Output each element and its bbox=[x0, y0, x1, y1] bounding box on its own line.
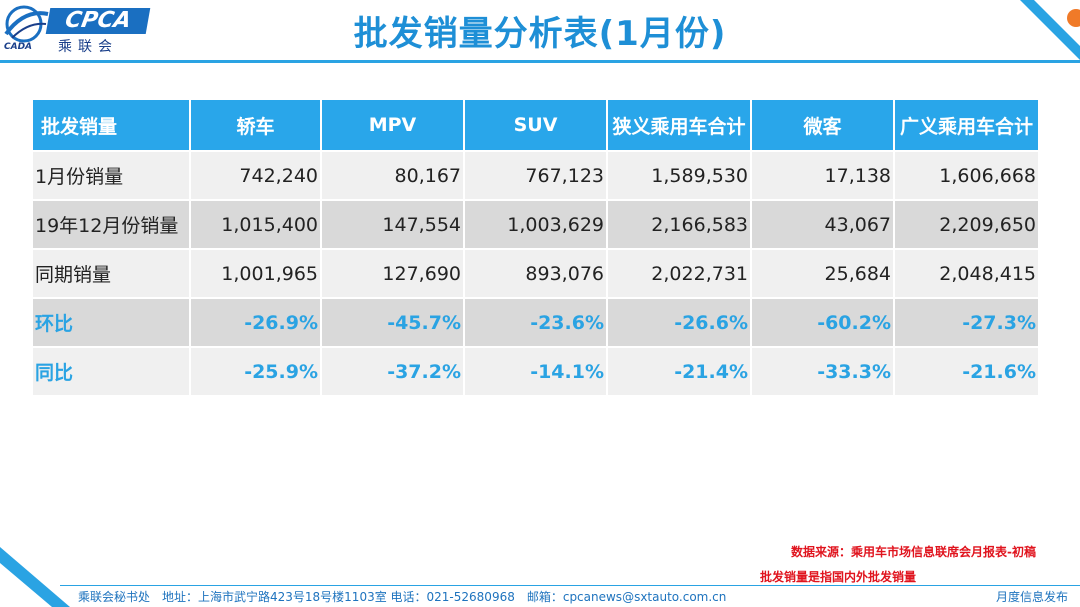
column-header: 广义乘用车合计 bbox=[894, 100, 1040, 151]
column-header: 批发销量 bbox=[33, 100, 191, 151]
footer-divider bbox=[60, 585, 1080, 586]
table-cell: 1,589,530 bbox=[607, 150, 752, 200]
row-label: 同期销量 bbox=[33, 248, 191, 298]
table-row: 1月份销量 742,240 80,167 767,123 1,589,530 17,138… bbox=[33, 150, 1040, 200]
table-cell: 2,209,650 bbox=[894, 199, 1040, 249]
footer-contact-info: 乘联会秘书处 地址：上海市武宁路423号18号楼1103室 电话：021-526… bbox=[78, 590, 727, 604]
definition-note: 批发销量是指国内外批发销量 bbox=[760, 570, 917, 584]
table-cell: 767,123 bbox=[464, 150, 608, 200]
table-cell: -45.7% bbox=[321, 297, 465, 347]
table-row: 19年12月份销量 1,015,400 147,554 1,003,629 2,166,… bbox=[33, 199, 1040, 249]
corner-badge-icon bbox=[1067, 9, 1080, 27]
table-row: 同比 -25.9% -37.2% -14.1% -21.4% -33.3% -21.6% bbox=[33, 346, 1040, 395]
table-cell: -60.2% bbox=[751, 297, 895, 347]
corner-decoration-top-right bbox=[1020, 0, 1080, 60]
footer-publication-label: 月度信息发布 bbox=[995, 590, 1068, 604]
table-cell: -26.9% bbox=[190, 297, 322, 347]
column-header: 狭义乘用车合计 bbox=[607, 100, 752, 151]
table-cell: 1,001,965 bbox=[190, 248, 322, 298]
table-cell: -23.6% bbox=[464, 297, 608, 347]
table-cell: -33.3% bbox=[751, 346, 895, 395]
corner-decoration-bottom-left bbox=[0, 547, 70, 607]
title-divider bbox=[0, 60, 1080, 63]
table-cell: 893,076 bbox=[464, 248, 608, 298]
column-header: SUV bbox=[464, 100, 608, 151]
table-cell: 127,690 bbox=[321, 248, 465, 298]
table-header-row: 批发销量 轿车 MPV SUV 狭义乘用车合计 微客 广义乘用车合计 bbox=[33, 100, 1040, 151]
column-header: MPV bbox=[321, 100, 465, 151]
cpca-logo: CPCA 乘联会 CADA bbox=[0, 0, 160, 60]
row-label: 环比 bbox=[33, 297, 191, 347]
table-cell: 1,606,668 bbox=[894, 150, 1040, 200]
table-cell: 17,138 bbox=[751, 150, 895, 200]
logo-text-cn: 乘联会 bbox=[58, 39, 118, 55]
page-title: 批发销量分析表(1月份) bbox=[353, 14, 727, 54]
table-cell: 80,167 bbox=[321, 150, 465, 200]
table-cell: 25,684 bbox=[751, 248, 895, 298]
table-row: 同期销量 1,001,965 127,690 893,076 2,022,731 25,6… bbox=[33, 248, 1040, 298]
table-cell: -26.6% bbox=[607, 297, 752, 347]
row-label: 19年12月份销量 bbox=[33, 199, 191, 249]
logo-emblem-icon bbox=[4, 5, 49, 43]
logo-text-cada: CADA bbox=[4, 42, 33, 52]
row-label: 同比 bbox=[33, 346, 191, 395]
table-cell: -14.1% bbox=[464, 346, 608, 395]
wholesale-sales-table: 批发销量 轿车 MPV SUV 狭义乘用车合计 微客 广义乘用车合计 1月份销量… bbox=[33, 100, 1040, 395]
table-cell: 2,022,731 bbox=[607, 248, 752, 298]
table-cell: 147,554 bbox=[321, 199, 465, 249]
table-cell: 742,240 bbox=[190, 150, 322, 200]
row-label: 1月份销量 bbox=[33, 150, 191, 200]
table-cell: -21.4% bbox=[607, 346, 752, 395]
column-header: 微客 bbox=[751, 100, 895, 151]
data-source-note: 数据来源：乘用车市场信息联席会月报表-初稿 bbox=[791, 545, 1036, 559]
table-cell: -37.2% bbox=[321, 346, 465, 395]
table-cell: -25.9% bbox=[190, 346, 322, 395]
column-header: 轿车 bbox=[190, 100, 322, 151]
table-cell: 2,166,583 bbox=[607, 199, 752, 249]
table-cell: 1,015,400 bbox=[190, 199, 322, 249]
table-cell: -27.3% bbox=[894, 297, 1040, 347]
table-cell: 1,003,629 bbox=[464, 199, 608, 249]
table-row: 环比 -26.9% -45.7% -23.6% -26.6% -60.2% -27.3% bbox=[33, 297, 1040, 347]
table-cell: -21.6% bbox=[894, 346, 1040, 395]
table-cell: 2,048,415 bbox=[894, 248, 1040, 298]
table-cell: 43,067 bbox=[751, 199, 895, 249]
